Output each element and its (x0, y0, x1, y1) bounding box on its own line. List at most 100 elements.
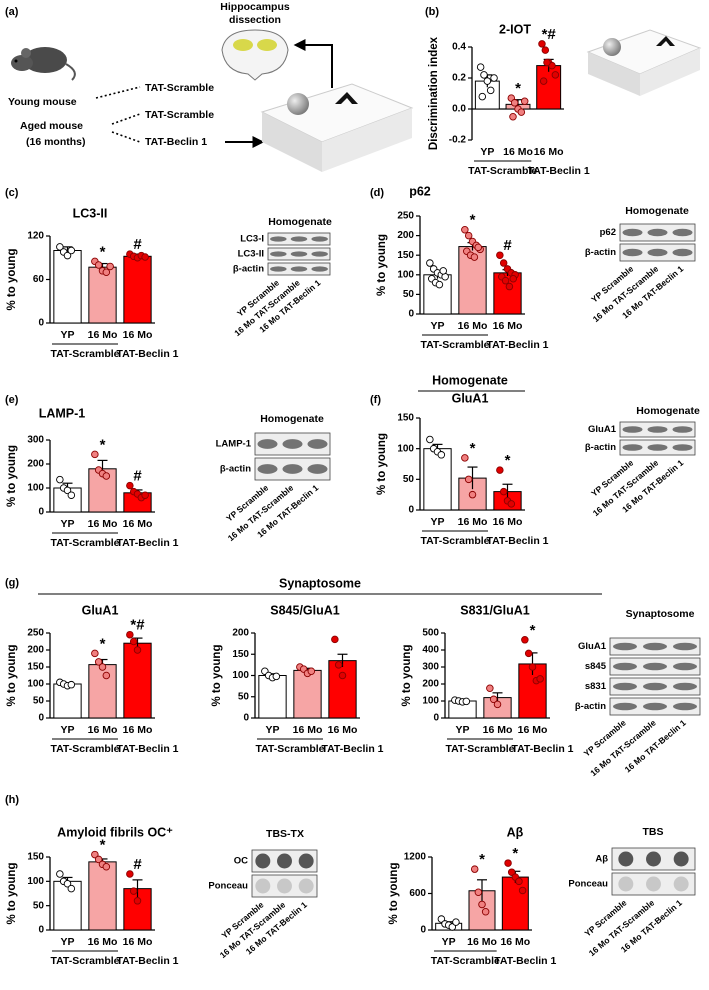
panel-label: (e) (5, 394, 19, 406)
blot-band (647, 444, 668, 451)
x-tick-label: 16 Mo (534, 146, 564, 158)
significance: # (133, 236, 142, 253)
y-axis-label: % to young (6, 645, 18, 707)
x-tick-label: YP (430, 320, 444, 332)
y-tick-label: 0 (243, 713, 249, 724)
blot-band (307, 464, 328, 474)
blot-band (307, 439, 328, 449)
bar (501, 876, 529, 931)
y-tick-label: 0 (408, 505, 414, 516)
y-axis-label: % to young (211, 645, 223, 707)
data-point (126, 630, 134, 639)
blot-band (270, 236, 287, 242)
blot-row-label: p62 (600, 227, 616, 238)
data-point (67, 246, 76, 255)
significance: * (100, 436, 106, 453)
data-point (501, 276, 510, 285)
x-tick-label: 16 Mo (493, 320, 523, 332)
data-point (524, 649, 533, 658)
x-tick-label: YP (60, 936, 74, 948)
blot-band (643, 682, 667, 691)
data-point (56, 475, 64, 484)
brain-icon (221, 29, 289, 81)
blot-band (613, 682, 637, 691)
y-tick-label: 100 (232, 670, 249, 681)
blot-dot (618, 876, 634, 892)
data-point (91, 450, 99, 459)
x-tick-label: YP (430, 516, 444, 528)
mouse-icon (11, 47, 76, 81)
data-point (98, 663, 107, 671)
data-point (94, 855, 103, 864)
panel-label: (h) (5, 794, 19, 806)
x-tick-label: 16 Mo (123, 329, 153, 341)
chart-title: Aβ (507, 825, 524, 839)
data-point (133, 897, 142, 905)
blot-band (672, 426, 693, 433)
label: TAT-Beclin 1 (145, 136, 207, 148)
bar (53, 250, 82, 324)
data-point (496, 466, 504, 474)
data-point (490, 74, 498, 82)
data-point (551, 71, 560, 79)
blot-row-label: LC3-I (240, 234, 264, 245)
blot-band (673, 702, 697, 711)
y-tick-label: 0.0 (452, 104, 466, 115)
y-tick-label: 1200 (404, 852, 427, 863)
group-label: TAT-Beclin 1 (528, 165, 590, 177)
bar (53, 880, 82, 931)
y-axis-label: % to young (388, 863, 400, 925)
bar (123, 642, 152, 719)
y-tick-label: 0 (38, 925, 44, 936)
data-point (426, 259, 434, 267)
data-point (486, 684, 494, 693)
y-tick-label: 60 (33, 274, 45, 285)
x-tick-label: YP (442, 936, 456, 948)
data-point (470, 865, 479, 873)
data-point (437, 915, 446, 923)
data-point (63, 880, 72, 888)
data-point (91, 850, 99, 859)
data-point (272, 672, 281, 681)
y-tick-label: 50 (403, 474, 415, 485)
blot-band (290, 251, 308, 257)
blot-title: TBS (643, 826, 664, 838)
data-point (461, 454, 469, 462)
blot-band (270, 266, 287, 272)
data-point (507, 868, 516, 876)
x-tick-label: 16 Mo (467, 936, 497, 948)
data-point (509, 274, 517, 283)
arena-icon (586, 29, 702, 96)
x-tick-label: 16 Mo (88, 936, 118, 948)
y-tick-label: 0 (38, 318, 44, 329)
x-tick-label: 16 Mo (123, 518, 153, 530)
data-point (474, 243, 482, 252)
blot-dot (298, 878, 314, 894)
blot-row-label: Ponceau (208, 881, 248, 892)
y-tick-label: 0 (433, 713, 439, 724)
blot-band (282, 464, 303, 474)
group-label: TAT-Beclin 1 (116, 743, 178, 755)
group-label: TAT-Scramble (468, 165, 537, 177)
blot-row-label: β-actin (585, 442, 616, 453)
y-tick-label: 0.4 (452, 42, 466, 53)
y-tick-label: 200 (27, 459, 44, 470)
y-tick-label: 120 (27, 231, 44, 242)
data-point (536, 675, 544, 683)
y-tick-label: 0.2 (452, 73, 466, 84)
connector (95, 86, 141, 143)
blot-band (613, 642, 637, 651)
significance: * (505, 452, 511, 469)
group-label: TAT-Scramble (50, 348, 119, 360)
data-point (517, 108, 526, 116)
blot-row-label: LC3-II (238, 249, 264, 260)
data-point (448, 923, 457, 931)
blot-row-label: β-actin (585, 247, 616, 258)
data-point (499, 259, 508, 267)
data-point (102, 268, 111, 277)
y-tick-label: 0 (38, 713, 44, 724)
significance: * (479, 851, 485, 868)
x-tick-label: 16 Mo (328, 724, 358, 736)
blot-band (673, 682, 697, 691)
group-label: TAT-Scramble (50, 955, 119, 967)
